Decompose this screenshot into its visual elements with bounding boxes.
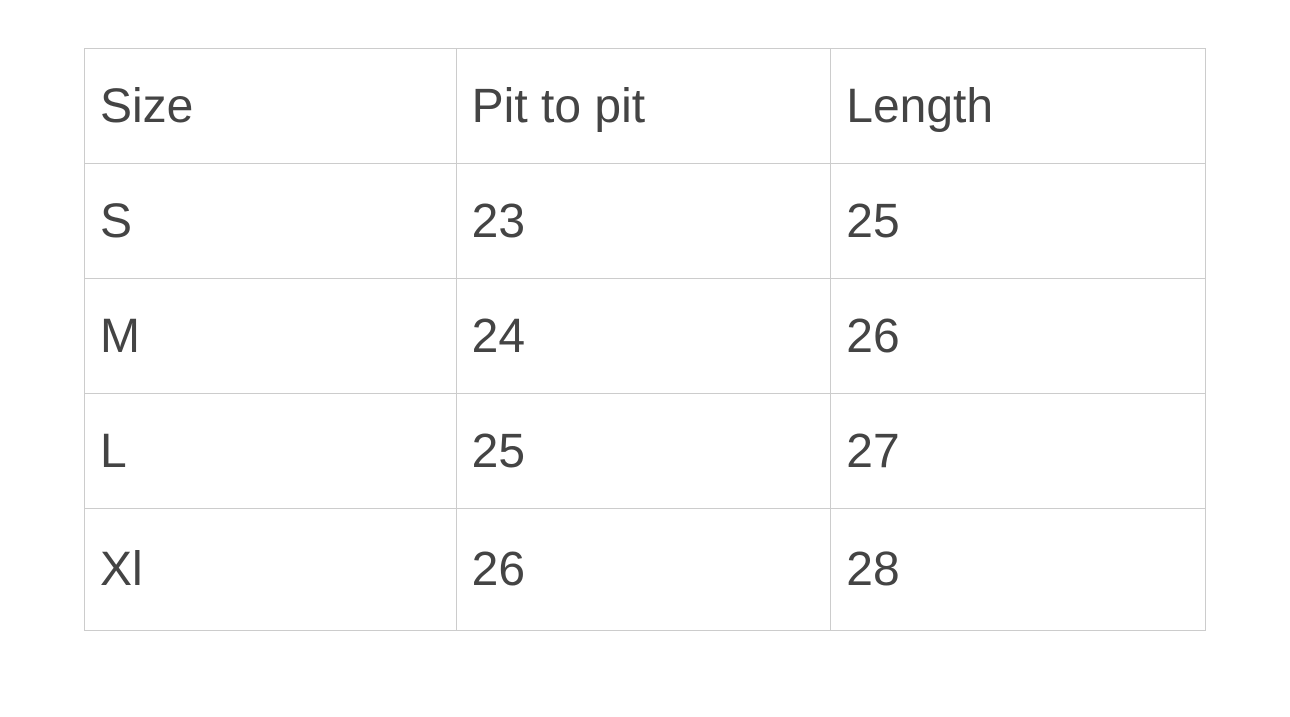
table-cell: 25 bbox=[830, 163, 1206, 279]
table-cell: 25 bbox=[455, 393, 832, 509]
table-cell: 27 bbox=[830, 393, 1206, 509]
table-cell: M bbox=[84, 278, 457, 394]
table-row: S 23 25 bbox=[84, 163, 1206, 279]
table-cell: 26 bbox=[830, 278, 1206, 394]
table-cell: L bbox=[84, 393, 457, 509]
table-header-row: Size Pit to pit Length bbox=[84, 48, 1206, 164]
table-cell: Xl bbox=[84, 508, 457, 631]
size-chart-table: Size Pit to pit Length S 23 25 M 24 26 L 25 27 Xl 26 2… bbox=[84, 48, 1206, 631]
table-cell: 23 bbox=[455, 163, 832, 279]
table-row: M 24 26 bbox=[84, 278, 1206, 394]
table-row: L 25 27 bbox=[84, 393, 1206, 509]
table-cell: 24 bbox=[455, 278, 832, 394]
column-header: Length bbox=[830, 48, 1206, 164]
table-cell: 28 bbox=[830, 508, 1206, 631]
table-row: Xl 26 28 bbox=[84, 508, 1206, 631]
table-cell: 26 bbox=[455, 508, 832, 631]
table-cell: S bbox=[84, 163, 457, 279]
column-header: Pit to pit bbox=[455, 48, 832, 164]
column-header: Size bbox=[84, 48, 457, 164]
